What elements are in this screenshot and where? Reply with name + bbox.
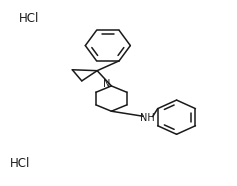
Text: NH: NH <box>140 113 155 123</box>
Text: N: N <box>103 79 111 89</box>
Text: HCl: HCl <box>9 157 30 170</box>
Text: HCl: HCl <box>19 12 39 25</box>
